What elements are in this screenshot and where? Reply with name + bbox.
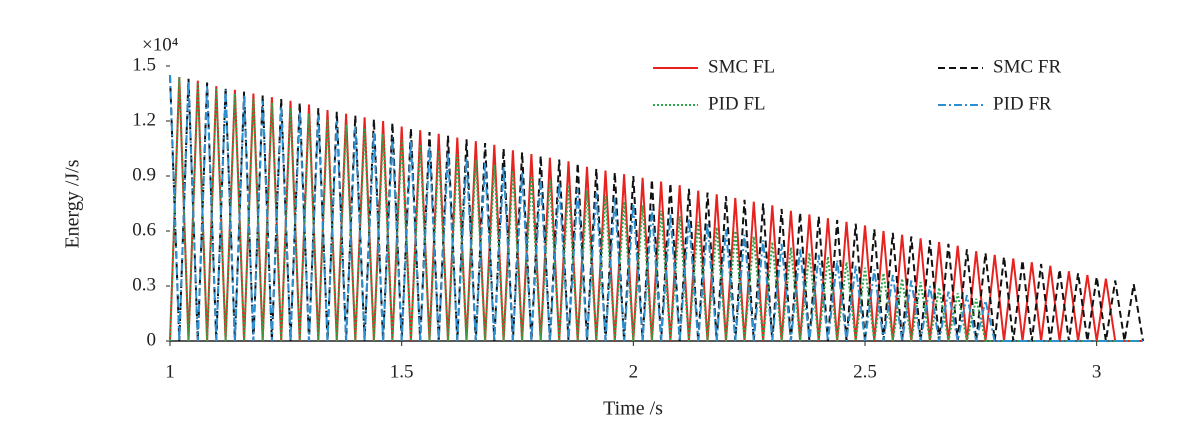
x-tick-label: 2 — [629, 361, 639, 382]
series-line — [169, 76, 1143, 342]
legend-label: SMC FR — [993, 56, 1061, 77]
legend-label: SMC FL — [708, 56, 775, 77]
y-axis-title: Energy /J/s — [62, 159, 84, 248]
x-tick-label: 2.5 — [853, 361, 877, 382]
y-tick-label: 0.3 — [132, 274, 156, 295]
y-tick-label: 0.9 — [132, 164, 156, 185]
legend-label: PID FL — [708, 93, 766, 114]
x-tick-label: 3 — [1092, 361, 1102, 382]
series-line — [169, 75, 1143, 342]
y-tick-label: 1.2 — [132, 109, 156, 130]
y-tick-label: 0.6 — [132, 219, 156, 240]
series-line — [169, 75, 1144, 342]
y-tick-label: 0 — [147, 329, 157, 350]
x-tick-label: 1 — [165, 361, 175, 382]
x-tick-label: 1.5 — [390, 361, 414, 382]
x-axis-title: Time /s — [603, 398, 663, 420]
y-tick-label: 1.5 — [132, 54, 156, 75]
legend-label: PID FR — [993, 93, 1052, 114]
y-multiplier: ×10⁴ — [142, 34, 179, 55]
